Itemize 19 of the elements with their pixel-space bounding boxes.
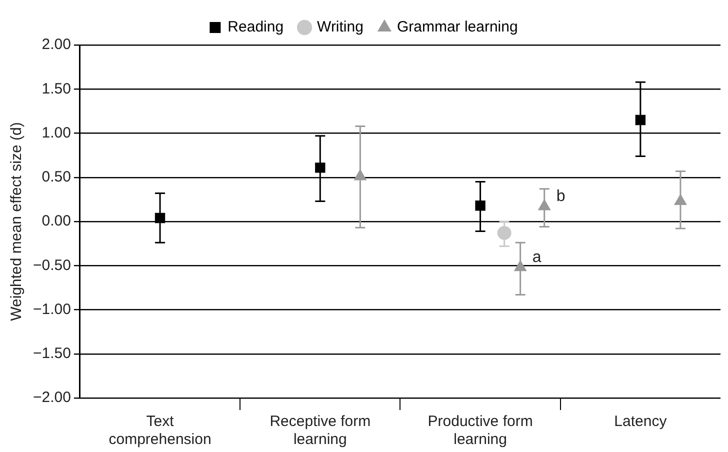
x-tick-label: Latency — [614, 413, 668, 430]
x-tick-label: Productive form learning — [428, 413, 533, 448]
y-axis-title: Weighted mean effect size (d) — [8, 122, 26, 321]
legend-label: Grammar learning — [396, 18, 518, 36]
y-tick-label: −1.50 — [32, 345, 71, 362]
legend-label: Reading — [228, 18, 284, 36]
y-tick-label: 1.50 — [42, 80, 71, 98]
annotation: a — [532, 248, 542, 266]
y-tick-label: −2.00 — [32, 389, 71, 406]
y-tick-label: −1.00 — [32, 300, 71, 318]
annotation: b — [556, 188, 566, 205]
x-tick-label: Receptive form learning — [270, 413, 371, 448]
y-tick-label: 0.00 — [42, 212, 71, 230]
y-tick-label: 2.00 — [42, 36, 71, 54]
y-tick-label: 0.50 — [42, 168, 71, 186]
y-tick-label: 1.00 — [42, 124, 71, 142]
legend-label: Writing — [317, 18, 364, 36]
y-tick-label: −0.50 — [32, 256, 71, 274]
x-tick-label: Text comprehension — [108, 413, 212, 448]
